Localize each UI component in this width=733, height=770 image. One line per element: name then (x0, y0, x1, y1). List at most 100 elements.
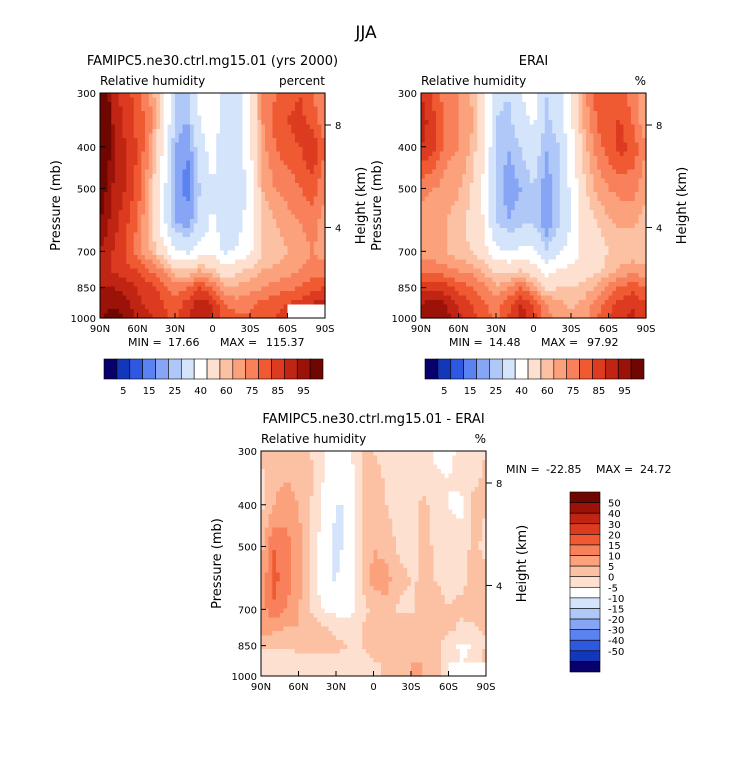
heatmap-cell (133, 201, 139, 207)
heatmap-cell (133, 255, 139, 261)
heatmap-cell (454, 133, 460, 139)
heatmap-cell (306, 138, 311, 144)
heatmap-cell (276, 313, 281, 319)
heatmap-cell (616, 106, 621, 112)
heatmap-cell (638, 205, 643, 211)
heatmap-cell (265, 246, 270, 252)
heatmap-cell (246, 196, 251, 202)
heatmap-cell (111, 210, 116, 216)
heatmap-cell (454, 210, 460, 216)
heatmap-cell (265, 295, 270, 301)
heatmap-cell (291, 124, 296, 130)
heatmap-cell (499, 142, 505, 148)
heatmap-cell (268, 250, 274, 256)
heatmap-cell (597, 223, 602, 229)
heatmap-cell (421, 129, 426, 135)
heatmap-cell (529, 201, 535, 207)
heatmap-cell (439, 106, 445, 112)
heatmap-cell (276, 187, 281, 193)
heatmap-cell (107, 174, 112, 180)
heatmap-cell (223, 120, 229, 126)
heatmap-cell (246, 93, 251, 99)
heatmap-cell (246, 133, 251, 139)
heatmap-cell (175, 196, 180, 202)
heatmap-cell (634, 129, 640, 135)
heatmap-cell (272, 291, 277, 297)
heatmap-cell (107, 201, 112, 207)
heatmap-cell (152, 201, 157, 207)
heatmap-cell (484, 210, 490, 216)
heatmap-cell (631, 151, 636, 157)
heatmap-cell (130, 129, 135, 135)
heatmap-cell (488, 165, 493, 171)
heatmap-cell (612, 147, 617, 153)
heatmap-cell (250, 120, 255, 126)
heatmap-cell (193, 142, 199, 148)
heatmap-cell (238, 219, 244, 225)
heatmap-cell (160, 277, 165, 283)
heatmap-cell (428, 174, 433, 180)
heatmap-cell (231, 313, 236, 319)
heatmap-cell (283, 219, 289, 225)
heatmap-cell (257, 156, 262, 162)
heatmap-cell (253, 277, 259, 283)
heatmap-cell (130, 97, 135, 103)
heatmap-cell (556, 115, 561, 121)
heatmap-cell (283, 241, 289, 247)
heatmap-cell (122, 142, 127, 148)
heatmap-cell (424, 183, 430, 189)
heatmap-cell (190, 156, 195, 162)
heatmap-cell (201, 273, 206, 279)
heatmap-cell (310, 268, 315, 274)
heatmap-cell (533, 192, 538, 198)
heatmap-cell (268, 264, 274, 270)
heatmap-cell (107, 246, 112, 252)
heatmap-cell (227, 187, 232, 193)
heatmap-cell (261, 219, 266, 225)
heatmap-cell (171, 201, 176, 207)
heatmap-cell (208, 124, 214, 130)
heatmap-cell (451, 169, 456, 175)
heatmap-cell (148, 291, 154, 297)
heatmap-cell (126, 295, 131, 301)
heatmap-cell (526, 169, 531, 175)
heatmap-cell (428, 169, 433, 175)
heatmap-cell (571, 106, 576, 112)
heatmap-cell (107, 151, 112, 157)
heatmap-cell (631, 93, 636, 99)
heatmap-cell (586, 138, 591, 144)
heatmap-cell (111, 237, 116, 243)
heatmap-cell (268, 228, 274, 234)
heatmap-cell (503, 219, 508, 225)
heatmap-cell (563, 201, 568, 207)
heatmap-cell (246, 313, 251, 319)
heatmap-cell (631, 120, 636, 126)
heatmap-cell (137, 250, 142, 256)
heatmap-cell (447, 97, 452, 103)
heatmap-cell (287, 124, 292, 130)
heatmap-cell (310, 273, 315, 279)
heatmap-cell (548, 205, 553, 211)
heatmap-cell (246, 178, 251, 184)
heatmap-cell (227, 286, 232, 292)
heatmap-cell (246, 201, 251, 207)
heatmap-cell (208, 277, 214, 283)
heatmap-cell (462, 120, 467, 126)
heatmap-cell (313, 304, 319, 310)
heatmap-cell (268, 295, 274, 301)
heatmap-cell (473, 151, 478, 157)
heatmap-cell (163, 228, 169, 234)
heatmap-cell (167, 169, 172, 175)
heatmap-cell (253, 228, 259, 234)
heatmap-cell (563, 93, 568, 99)
heatmap-cell (287, 286, 292, 292)
heatmap-cell (178, 264, 184, 270)
heatmap-cell (454, 97, 460, 103)
heatmap-cell (253, 169, 259, 175)
heatmap-cell (313, 250, 319, 256)
heatmap-cell (103, 187, 109, 193)
heatmap-cell (548, 124, 553, 130)
heatmap-cell (638, 151, 643, 157)
heatmap-cell (190, 192, 195, 198)
heatmap-cell (197, 309, 202, 315)
